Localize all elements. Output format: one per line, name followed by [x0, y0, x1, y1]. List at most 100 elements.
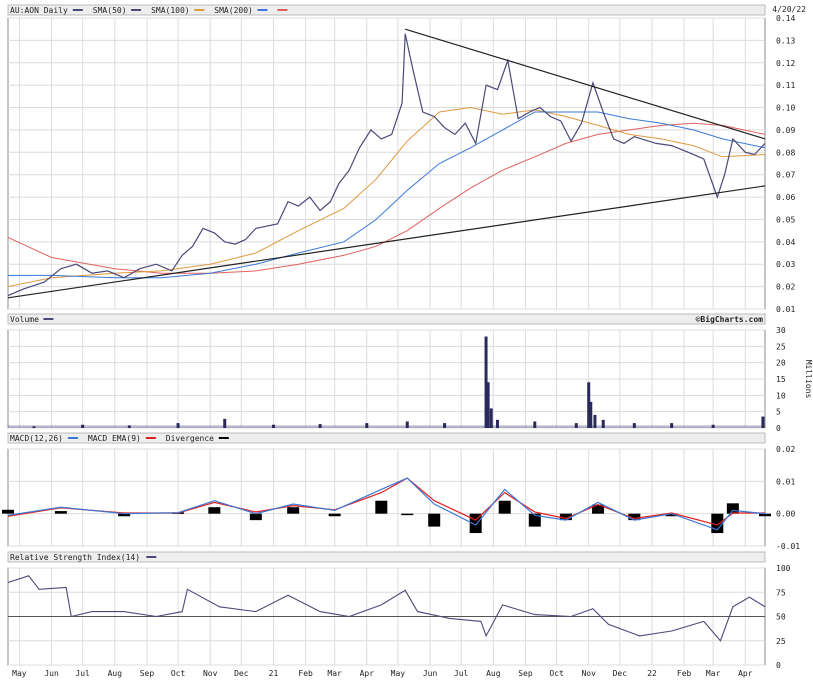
- price-ytick-label: 0.14: [776, 14, 795, 23]
- price-ytick-label: 0.08: [776, 148, 795, 157]
- x-tick-label: May: [12, 669, 27, 678]
- price-trendline: [405, 28, 766, 140]
- x-tick-label: Oct: [549, 669, 564, 678]
- volume-bar: [489, 408, 493, 428]
- macd-series-macd: [7, 477, 766, 531]
- x-tick-label: Dec: [613, 669, 628, 678]
- volume-bar: [495, 419, 499, 428]
- macd-divergence-bar: [118, 513, 131, 517]
- rsi-panel: 100 75 50 25 0 Relative Strength Index(14): [7, 551, 791, 670]
- x-tick-label: Nov: [203, 669, 218, 678]
- price-ytick-label: 0.03: [776, 260, 795, 269]
- price-ytick-label: 0.02: [776, 283, 795, 292]
- macd-divergence-bar: [498, 500, 511, 514]
- x-tick-label: Mar: [327, 669, 342, 678]
- macd-panel: 0.02 0.01 0.00 -0.01 MACD(12,26) MACD EMA(9) D…: [2, 432, 800, 551]
- price-ytick-label: 0.06: [776, 193, 795, 202]
- volume-bar: [365, 423, 369, 428]
- volume-bar: [81, 424, 85, 428]
- volume-ylabel: Millions: [804, 360, 813, 399]
- price-ytick-label: 0.05: [776, 215, 795, 224]
- volume-bar: [632, 423, 636, 428]
- macd-divergence-bar: [759, 513, 771, 517]
- volume-bar: [593, 414, 597, 428]
- macd-legend-label: Divergence: [166, 434, 214, 443]
- x-tick-label: Jun: [423, 669, 438, 678]
- volume-bar: [533, 421, 537, 428]
- volume-bar: [318, 424, 322, 428]
- macd-header-bar: [7, 432, 766, 444]
- macd-divergence-bar: [665, 513, 678, 517]
- x-tick-label: Dec: [234, 669, 249, 678]
- volume-bar: [761, 416, 765, 428]
- x-tick-label: May: [391, 669, 406, 678]
- price-ytick-label: 0.04: [776, 238, 795, 247]
- price-series-sma-200-: [8, 111, 766, 279]
- volume-title: Volume: [10, 315, 39, 324]
- volume-bar: [32, 426, 36, 428]
- rsi-ytick-label: 100: [776, 564, 791, 573]
- macd-series-ema: [7, 477, 765, 526]
- x-tick-label: Apr: [360, 669, 375, 678]
- rsi-ytick-label: 0: [776, 661, 781, 670]
- volume-ytick-label: 0: [776, 424, 781, 433]
- volume-ytick-label: 15: [776, 375, 786, 384]
- price-ytick-label: 0.07: [776, 171, 795, 180]
- volume-ytick-label: 10: [776, 391, 786, 400]
- rsi-header-bar: [7, 551, 766, 563]
- x-tick-label: Sep: [140, 669, 155, 678]
- volume-bar: [484, 336, 488, 428]
- x-tick-label: Jun: [44, 669, 59, 678]
- macd-ytick-label: 0.02: [776, 445, 795, 454]
- x-tick-label: Jul: [454, 669, 469, 678]
- price-panel: 0.14 0.13 0.12 0.11 0.10 0.09 0.08 0.07 0.06 0.05…: [7, 4, 806, 314]
- price-header-bar: [7, 4, 766, 16]
- macd-divergence-bar: [559, 513, 572, 521]
- price-ytick-label: 0.11: [776, 81, 795, 90]
- x-tick-label: 21: [269, 669, 279, 678]
- macd-divergence-bar: [726, 503, 739, 514]
- date-label: 4/20/22: [772, 5, 806, 14]
- x-tick-label: Aug: [108, 669, 123, 678]
- volume-bar: [223, 418, 227, 428]
- volume-bar: [486, 382, 490, 428]
- volume-bar: [127, 425, 131, 428]
- volume-ytick-label: 20: [776, 359, 786, 368]
- price-series-sma-200-b: [7, 122, 766, 274]
- rsi-legend-label: Relative Strength Index(14): [10, 553, 140, 562]
- x-tick-label: Oct: [171, 669, 186, 678]
- price-ytick-label: 0.10: [776, 104, 795, 113]
- rsi-ytick-label: 25: [776, 637, 786, 646]
- volume-panel: 30 25 20 15 10 5 0 Volume ©BigCharts.com Millions: [7, 313, 813, 433]
- x-tick-label: Mar: [706, 669, 721, 678]
- volume-baseline-band: [8, 425, 765, 428]
- price-legend-label: AU:AON Daily: [10, 6, 68, 15]
- macd-divergence-bar: [2, 509, 14, 514]
- macd-divergence-bar: [428, 513, 441, 527]
- volume-bar: [601, 419, 605, 428]
- price-legend-label: SMA(100): [151, 6, 190, 15]
- price-plot-frame: [7, 17, 766, 310]
- volume-bar: [405, 421, 409, 428]
- macd-legend-label: MACD(12,26): [10, 434, 63, 443]
- volume-bar: [587, 382, 591, 428]
- rsi-ytick-label: 50: [776, 613, 786, 622]
- macd-ytick-label: -0.01: [776, 542, 800, 551]
- price-trendline: [7, 185, 766, 299]
- volume-ytick-label: 25: [776, 342, 786, 351]
- macd-divergence-bar: [592, 504, 605, 514]
- x-tick-label: Aug: [486, 669, 501, 678]
- rsi-series: [7, 575, 766, 642]
- macd-divergence-bar: [328, 513, 341, 517]
- price-legend-label: SMA(200): [214, 6, 253, 15]
- x-tick-label: Feb: [677, 669, 692, 678]
- macd-ytick-label: 0.00: [776, 510, 795, 519]
- x-tick-label: Jul: [75, 669, 90, 678]
- volume-bar: [176, 423, 180, 428]
- volume-ytick-label: 5: [776, 408, 781, 417]
- price-series-close: [7, 33, 766, 297]
- rsi-ytick-label: 75: [776, 588, 786, 597]
- price-ytick-label: 0.12: [776, 59, 795, 68]
